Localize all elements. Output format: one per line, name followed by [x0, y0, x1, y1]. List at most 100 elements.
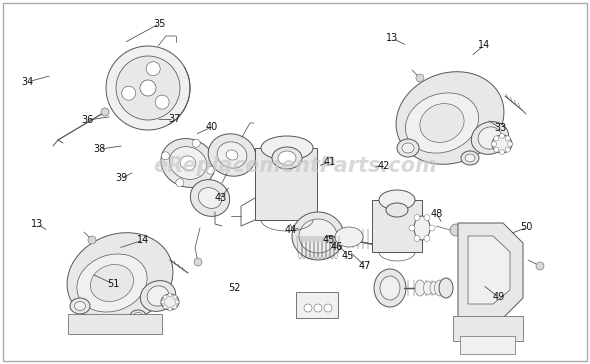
Ellipse shape — [415, 280, 425, 296]
Circle shape — [116, 56, 180, 120]
Ellipse shape — [70, 298, 90, 314]
Circle shape — [146, 62, 160, 76]
Text: 42: 42 — [378, 161, 389, 171]
Circle shape — [168, 307, 172, 311]
Ellipse shape — [405, 93, 478, 153]
Bar — [255, 148, 317, 220]
Bar — [453, 316, 523, 341]
Text: 33: 33 — [494, 123, 506, 133]
Circle shape — [494, 147, 499, 152]
Text: 13: 13 — [386, 33, 398, 43]
Circle shape — [416, 74, 424, 82]
Bar — [68, 314, 162, 334]
Text: 37: 37 — [168, 114, 180, 124]
Ellipse shape — [261, 136, 313, 160]
Text: 14: 14 — [137, 235, 149, 245]
Ellipse shape — [180, 156, 196, 170]
Text: 49: 49 — [493, 292, 504, 302]
Text: 52: 52 — [228, 282, 241, 293]
Ellipse shape — [169, 147, 206, 179]
Text: 46: 46 — [330, 242, 342, 252]
Circle shape — [168, 293, 172, 297]
Text: 43: 43 — [215, 193, 227, 203]
Ellipse shape — [90, 265, 133, 301]
Ellipse shape — [478, 127, 502, 149]
Ellipse shape — [147, 286, 169, 306]
Bar — [460, 336, 515, 354]
Circle shape — [173, 295, 177, 299]
Circle shape — [206, 166, 215, 174]
Ellipse shape — [278, 151, 296, 165]
Ellipse shape — [380, 276, 400, 300]
Circle shape — [429, 225, 435, 231]
Ellipse shape — [424, 281, 432, 295]
Text: 39: 39 — [115, 173, 127, 183]
Circle shape — [536, 262, 544, 270]
Circle shape — [106, 46, 190, 130]
Ellipse shape — [133, 313, 143, 320]
Circle shape — [505, 147, 510, 152]
Ellipse shape — [414, 216, 430, 240]
Ellipse shape — [198, 187, 222, 208]
Circle shape — [424, 215, 430, 221]
Text: 45: 45 — [323, 235, 335, 245]
Circle shape — [500, 134, 504, 138]
Circle shape — [450, 224, 462, 236]
Ellipse shape — [492, 135, 512, 153]
Ellipse shape — [130, 310, 146, 322]
Text: 41: 41 — [323, 157, 335, 167]
Ellipse shape — [386, 203, 408, 217]
Circle shape — [424, 236, 430, 241]
Polygon shape — [468, 236, 510, 304]
Ellipse shape — [434, 280, 445, 296]
Ellipse shape — [292, 212, 344, 260]
Circle shape — [494, 136, 499, 141]
Circle shape — [161, 300, 165, 304]
Ellipse shape — [74, 301, 86, 310]
Circle shape — [304, 304, 312, 312]
Circle shape — [500, 150, 504, 154]
Ellipse shape — [335, 227, 363, 247]
Ellipse shape — [471, 122, 509, 154]
Ellipse shape — [67, 233, 173, 323]
Ellipse shape — [299, 219, 337, 253]
Circle shape — [409, 225, 415, 231]
Ellipse shape — [226, 150, 238, 160]
Ellipse shape — [420, 104, 464, 142]
Ellipse shape — [484, 263, 496, 273]
Circle shape — [163, 305, 167, 309]
Ellipse shape — [402, 143, 414, 153]
Ellipse shape — [161, 139, 215, 187]
Text: 14: 14 — [478, 40, 490, 51]
Text: eReplacementParts.com: eReplacementParts.com — [153, 156, 437, 175]
Ellipse shape — [480, 259, 500, 277]
Circle shape — [194, 258, 202, 266]
Text: 51: 51 — [107, 279, 119, 289]
Text: 48: 48 — [431, 209, 442, 219]
Text: 38: 38 — [93, 144, 105, 154]
Circle shape — [414, 236, 420, 241]
Text: 34: 34 — [22, 77, 34, 87]
Ellipse shape — [208, 134, 256, 176]
Text: 13: 13 — [31, 219, 43, 229]
Ellipse shape — [396, 72, 504, 164]
Circle shape — [173, 305, 177, 309]
Circle shape — [140, 80, 156, 96]
Text: 45: 45 — [342, 250, 354, 261]
Text: 35: 35 — [153, 19, 165, 29]
Ellipse shape — [161, 294, 179, 310]
Ellipse shape — [272, 147, 302, 169]
Bar — [296, 292, 338, 318]
Circle shape — [101, 108, 109, 116]
Circle shape — [155, 95, 169, 109]
Polygon shape — [458, 223, 523, 318]
Ellipse shape — [379, 190, 415, 210]
Circle shape — [175, 300, 179, 304]
Circle shape — [176, 179, 184, 187]
Ellipse shape — [140, 281, 176, 311]
Ellipse shape — [465, 154, 475, 162]
Ellipse shape — [217, 142, 247, 168]
Circle shape — [507, 142, 513, 146]
Ellipse shape — [461, 151, 479, 165]
Text: 44: 44 — [284, 225, 296, 235]
